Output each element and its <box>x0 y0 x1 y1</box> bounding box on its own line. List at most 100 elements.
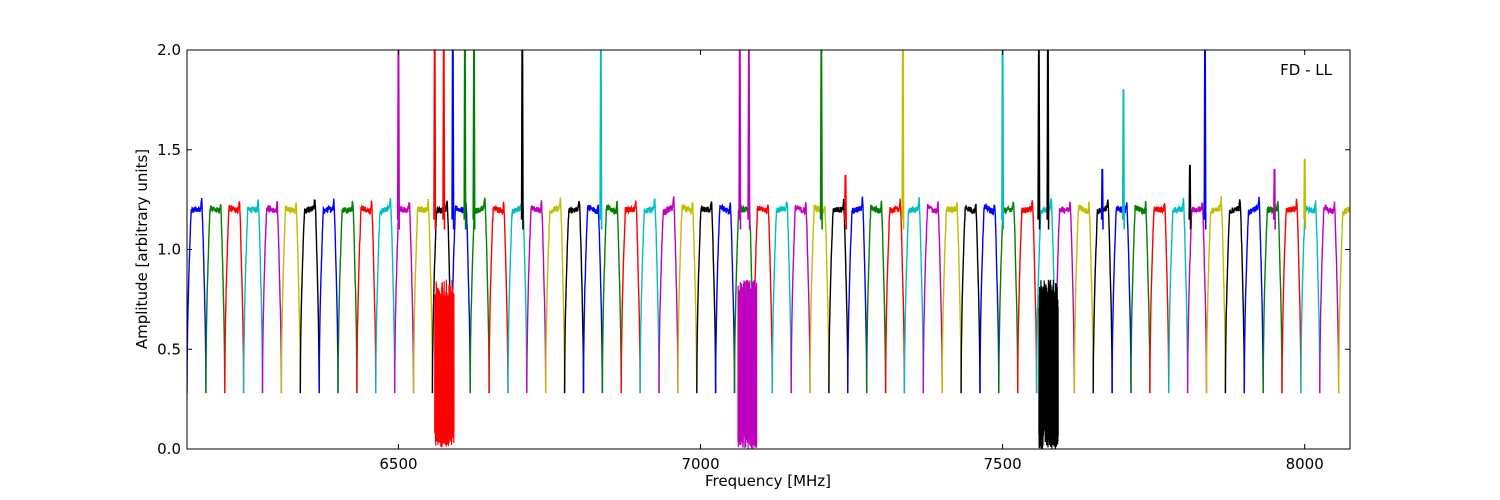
rfi-spike-5 <box>472 50 476 230</box>
channel-line-21 <box>582 204 604 394</box>
y-axis-title: Amplitude [arbitrary units] <box>133 149 151 349</box>
y-tick-label: 0.0 <box>157 440 181 458</box>
channel-line-36 <box>866 200 887 394</box>
x-axis-title: Frequency [MHz] <box>705 472 831 490</box>
x-tick-label: 6500 <box>379 455 417 473</box>
channel-line-18 <box>526 200 547 394</box>
channel-line-20 <box>563 200 585 394</box>
channel-line-35 <box>847 196 868 394</box>
channel-line-14 <box>450 202 471 394</box>
channel-line-61 <box>1337 205 1350 394</box>
rfi-spike-17 <box>1100 168 1104 230</box>
rfi-spike-20 <box>1273 168 1276 230</box>
channel-line-41 <box>960 203 981 394</box>
channel-line-24 <box>639 197 660 394</box>
x-tick-label: 8000 <box>1286 455 1324 473</box>
channel-line-47 <box>1073 201 1094 394</box>
x-tick-label: 7500 <box>984 455 1022 473</box>
channel-line-11 <box>394 201 415 394</box>
noise-block-2 <box>1038 279 1059 449</box>
rfi-spike-0 <box>396 50 401 230</box>
rfi-spike-19 <box>844 174 848 230</box>
channel-line-40 <box>941 202 962 394</box>
rfi-spike-6 <box>520 50 524 230</box>
y-tick-label: 2.0 <box>157 41 181 59</box>
channel-line-1 <box>205 204 226 394</box>
y-tick-label: 0.5 <box>157 340 181 358</box>
channel-line-22 <box>601 200 622 394</box>
channel-line-15 <box>469 197 490 394</box>
channel-line-25 <box>658 196 679 394</box>
channel-line-54 <box>1205 196 1227 394</box>
channel-line-45 <box>1035 197 1057 394</box>
channel-line-44 <box>1017 200 1038 394</box>
rfi-spike-21 <box>1303 158 1307 230</box>
rfi-spike-12 <box>1001 50 1005 230</box>
channel-line-33 <box>809 204 830 394</box>
channel-line-5 <box>280 202 301 394</box>
channel-line-60 <box>1319 201 1340 394</box>
rfi-spike-3 <box>451 50 455 230</box>
plot-annotation: FD - LL <box>1280 61 1332 79</box>
channel-line-43 <box>998 201 1019 394</box>
rfi-spike-11 <box>901 50 905 230</box>
channel-line-9 <box>356 200 377 394</box>
channel-line-38 <box>903 197 924 394</box>
channel-line-13 <box>431 200 452 394</box>
channel-line-59 <box>1300 200 1321 394</box>
rfi-spike-4 <box>463 50 467 230</box>
rfi-spike-14 <box>1046 50 1050 230</box>
y-tick-label: 1.0 <box>157 241 181 259</box>
plot-frame <box>186 49 1351 450</box>
ticks-layer: 6500 7000 7500 8000 0.0 0.5 1.0 1.5 2.0 <box>157 41 1350 473</box>
series-layer <box>187 50 1350 449</box>
rfi-spike-2 <box>442 50 446 230</box>
channel-line-52 <box>1168 197 1189 394</box>
channel-line-12 <box>412 198 434 394</box>
channel-line-30 <box>752 204 773 394</box>
rfi-spike-7 <box>599 50 603 230</box>
channel-line-56 <box>1243 196 1264 394</box>
x-tick-label: 7000 <box>681 455 719 473</box>
channel-line-39 <box>922 201 943 394</box>
channel-line-23 <box>620 200 641 394</box>
channel-line-58 <box>1281 198 1302 394</box>
channel-line-17 <box>507 199 528 394</box>
channel-line-2 <box>224 201 245 394</box>
rfi-spike-9 <box>747 50 751 230</box>
rfi-spike-1 <box>433 50 437 230</box>
channel-line-3 <box>242 199 264 394</box>
channel-line-46 <box>1054 201 1076 394</box>
channel-line-7 <box>318 198 339 394</box>
channel-line-34 <box>828 198 849 394</box>
channel-line-49 <box>1111 202 1132 394</box>
channel-line-26 <box>677 202 698 394</box>
channel-line-55 <box>1224 199 1246 394</box>
rfi-spike-15 <box>1121 89 1125 230</box>
channel-line-16 <box>488 200 509 394</box>
channel-line-57 <box>1262 200 1283 394</box>
channel-line-51 <box>1149 203 1170 394</box>
rfi-spike-13 <box>1037 50 1041 230</box>
channel-line-27 <box>696 200 717 394</box>
rfi-spike-18 <box>1188 164 1192 230</box>
channel-line-6 <box>299 198 320 394</box>
channel-line-32 <box>790 202 811 394</box>
channel-line-8 <box>337 201 358 394</box>
noise-block-0 <box>434 279 455 448</box>
rfi-spike-8 <box>738 50 742 230</box>
channel-line-31 <box>771 201 792 394</box>
channel-line-50 <box>1130 200 1151 394</box>
channel-line-37 <box>884 198 906 394</box>
rfi-spike-10 <box>819 50 823 230</box>
noise-block-1 <box>737 279 758 449</box>
channel-line-4 <box>261 200 283 394</box>
channel-line-53 <box>1186 202 1208 394</box>
channel-line-19 <box>545 197 566 394</box>
channel-line-0 <box>187 197 207 394</box>
rfi-spike-16 <box>1203 50 1207 230</box>
y-tick-label: 1.5 <box>157 141 181 159</box>
channel-line-42 <box>979 202 1000 394</box>
channel-line-28 <box>714 202 736 394</box>
